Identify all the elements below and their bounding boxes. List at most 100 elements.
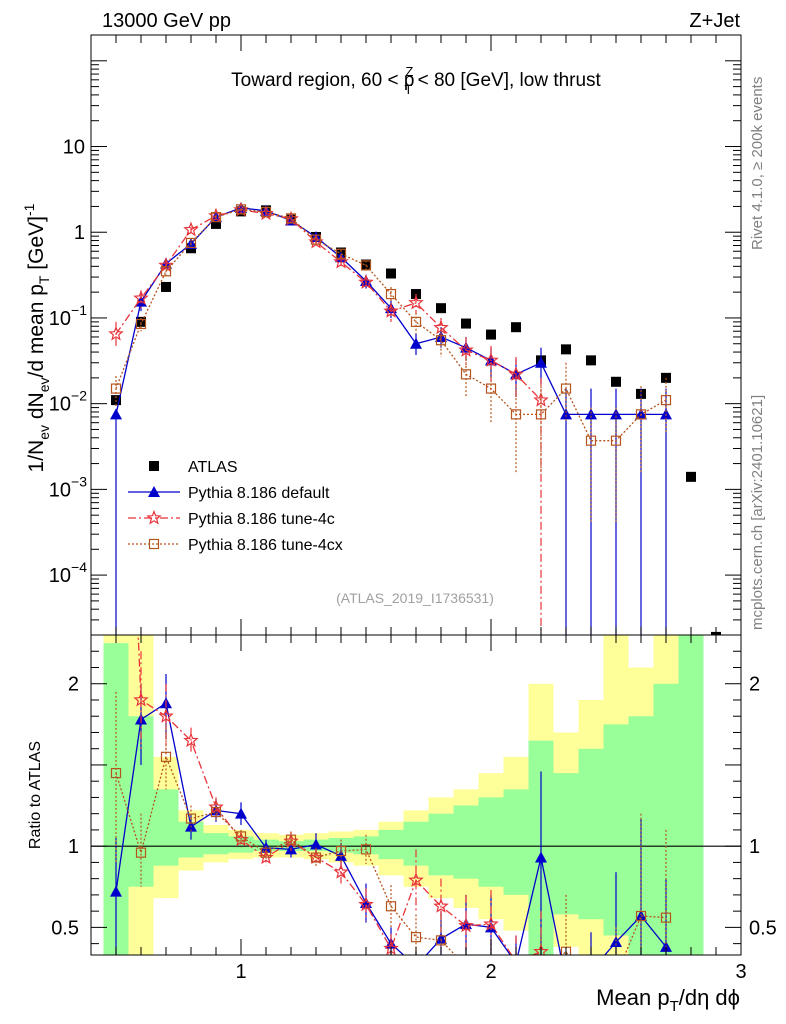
main-pythia-8-186-default-point [610, 408, 622, 420]
main-pythia-8-186-default-point [110, 408, 122, 420]
main-pythia-8-186-tune-4c-point [333, 253, 349, 269]
ratio-pythia-8-186-tune-4cx-point [660, 912, 672, 923]
main-atlas-point [511, 322, 521, 333]
main-pythia-8-186-tune-4cx-point [435, 335, 447, 346]
rivet-label: Rivet 4.1.0, ≥ 200k events [749, 77, 766, 250]
main-pythia-8-186-tune-4cx-point [310, 234, 322, 245]
main-pythia-8-186-default-point [410, 337, 422, 349]
main-ylabel: 1/Nev dNev/d mean pT [GeV]-1 [21, 203, 52, 472]
main-pythia-8-186-tune-4c-point [483, 352, 499, 367]
main-pythia-8-186-tune-4c-point [508, 366, 524, 381]
legend-pythia-8-186-tune-4c-label: Pythia 8.186 tune-4c [188, 511, 335, 528]
ratio-ytick-label-left: 2 [68, 674, 79, 696]
ratio-pythia-8-186-tune-4cx-point [210, 806, 222, 818]
header-left: 13000 GeV pp [102, 10, 231, 32]
main-pythia-8-186-tune-4cx-point [560, 383, 572, 394]
main-pythia-8-186-default-point [460, 341, 472, 353]
ratio-pythia-8-186-tune-4c-point [515, 953, 517, 955]
main-ytick-label: 10−1 [49, 302, 87, 330]
ratio-pythia-8-186-tune-4cx-point [235, 831, 247, 842]
main-pythia-8-186-tune-4cx-point [385, 288, 397, 300]
ratio-pythia-8-186-tune-4cx-point [310, 852, 322, 863]
ratio-ytick-label-left: 1 [68, 836, 79, 858]
main-atlas-point [161, 281, 171, 292]
ratio-pythia-8-186-tune-4cx-point [512, 988, 521, 997]
ratio-pythia-8-186-tune-4cx-point [285, 834, 297, 845]
main-pythia-8-186-tune-4cx-point [610, 435, 622, 446]
ratio-pythia-8-186-tune-4c-point [133, 691, 149, 707]
main-pythia-8-186-tune-4cx-point [335, 248, 347, 259]
main-atlas-point [486, 329, 496, 340]
main-pythia-8-186-tune-4cx-point [635, 409, 647, 420]
main-ytick-label: 1 [74, 222, 85, 244]
ratio-pythia-8-186-default-point [560, 975, 572, 986]
ratio-pythia-8-186-tune-4cx-point [587, 986, 596, 995]
legend-pythia-8-186-tune-4cx-marker [148, 538, 160, 550]
legend-atlas-marker [149, 461, 159, 471]
mcplots-label: mcplots.cern.ch [arXiv:2401.10621] [749, 395, 766, 630]
main-ytick-label: 10−4 [49, 559, 87, 587]
ratio-pythia-8-186-tune-4c-line [137, 635, 542, 955]
legend-pythia-8-186-tune-4c-marker [146, 509, 162, 525]
ratio-ytick-label-right: 0.5 [749, 917, 777, 939]
ratio-pythia-8-186-default-point [410, 960, 422, 971]
main-atlas-point [611, 376, 621, 387]
ratio-pythia-8-186-tune-4cx-point [260, 847, 272, 858]
ratio-pythia-8-186-tune-4cx-point [612, 972, 621, 981]
main-pythia-8-186-tune-4c-point [458, 341, 474, 357]
legend: ATLAS Pythia 8.186 default Pythia 8.186 tu… [128, 459, 343, 554]
main-atlas-point [136, 316, 146, 327]
ratio-ytick-label-left: 0.5 [51, 917, 79, 939]
ratio-pythia-8-186-tune-4cx-point [135, 847, 147, 858]
main-ytick-label: 10−2 [49, 388, 87, 416]
main-pythia-8-186-tune-4cx-point [210, 212, 222, 223]
ratio-pythia-8-186-default-point [310, 838, 322, 850]
main-axes: 10−4 10−3 10−2 10−1 1 10 [49, 34, 742, 636]
main-pythia-8-186-tune-4cx-point [585, 435, 597, 446]
ratio-pythia-8-186-tune-4c-point [333, 864, 349, 879]
ratio-pythia-8-186-default-point [610, 936, 622, 948]
ratio-pythia-8-186-tune-4c-point [110, 109, 122, 121]
main-atlas-point [386, 268, 396, 279]
ratio-bands-layer [91, 635, 741, 955]
main-atlas-point [436, 303, 446, 314]
ratio-pythia-8-186-tune-4c-point [433, 898, 449, 913]
main-pythia-8-186-tune-4cx-point [235, 204, 247, 215]
legend-pythia-8-186-tune-4cx-label: Pythia 8.186 tune-4cx [188, 537, 343, 554]
main-pythia-8-186-tune-4c-point [133, 290, 149, 305]
main-pythia-8-186-tune-4c-line [115, 209, 542, 401]
header-right: Z+Jet [689, 10, 740, 32]
ratio-pythia-8-186-default-point [585, 965, 597, 976]
ratio-pythia-8-186-tune-4cx-point [410, 932, 422, 943]
main-pythia-8-186-tune-4cx-point [485, 383, 497, 394]
main-pythia-8-186-tune-4c-point [108, 325, 124, 341]
plot-title: Toward region, 60 < pZ T < 80 [GeV], low … [231, 64, 601, 97]
main-pythia-8-186-tune-4c-point [408, 294, 424, 310]
legend-pythia-8-186-default-marker [148, 486, 160, 497]
ratio-pythia-8-186-default-point [235, 807, 247, 819]
x-axis-label: Mean pT/dη dϕ [596, 985, 740, 1015]
main-pythia-8-186-tune-4cx-point [510, 409, 522, 420]
ratio-pythia-8-186-tune-4c-point [458, 917, 474, 933]
ratio-pythia-8-186-tune-4cx-point [185, 813, 197, 824]
main-pythia-8-186-tune-4cx-point [285, 213, 297, 224]
ratio-xtick-label: 1 [235, 961, 246, 983]
ratio-xtick-label: 2 [485, 961, 496, 983]
ratio-pythia-8-186-tune-4c-point [358, 896, 374, 912]
main-pythia-8-186-tune-4cx-point [535, 409, 547, 420]
ratio-ytick-label-right: 2 [749, 674, 760, 696]
ratio-pythia-8-186-default-point [510, 957, 522, 968]
main-atlas-point [686, 471, 696, 482]
main-pythia-8-186-tune-4cx-point [110, 383, 122, 394]
main-pythia-8-186-tune-4cx-point [185, 237, 197, 249]
ratio-axes: 0.5 0.5 1 1 2 2 1 2 3 [51, 634, 777, 983]
ratio-pythia-8-186-tune-4c-point [408, 872, 424, 887]
analysis-id: (ATLAS_2019_I1736531) [336, 590, 494, 606]
ratio-band-stat [103, 635, 704, 955]
ratio-ytick-label-right: 1 [749, 836, 760, 858]
ratio-xtick-label: 3 [735, 961, 746, 983]
main-pythia-8-186-tune-4c-point [358, 274, 374, 289]
ratio-pythia-8-186-tune-4cx-point [360, 844, 372, 855]
main-pythia-8-186-tune-4cx-point [460, 369, 472, 380]
main-pythia-8-186-tune-4cx-point [660, 395, 672, 406]
